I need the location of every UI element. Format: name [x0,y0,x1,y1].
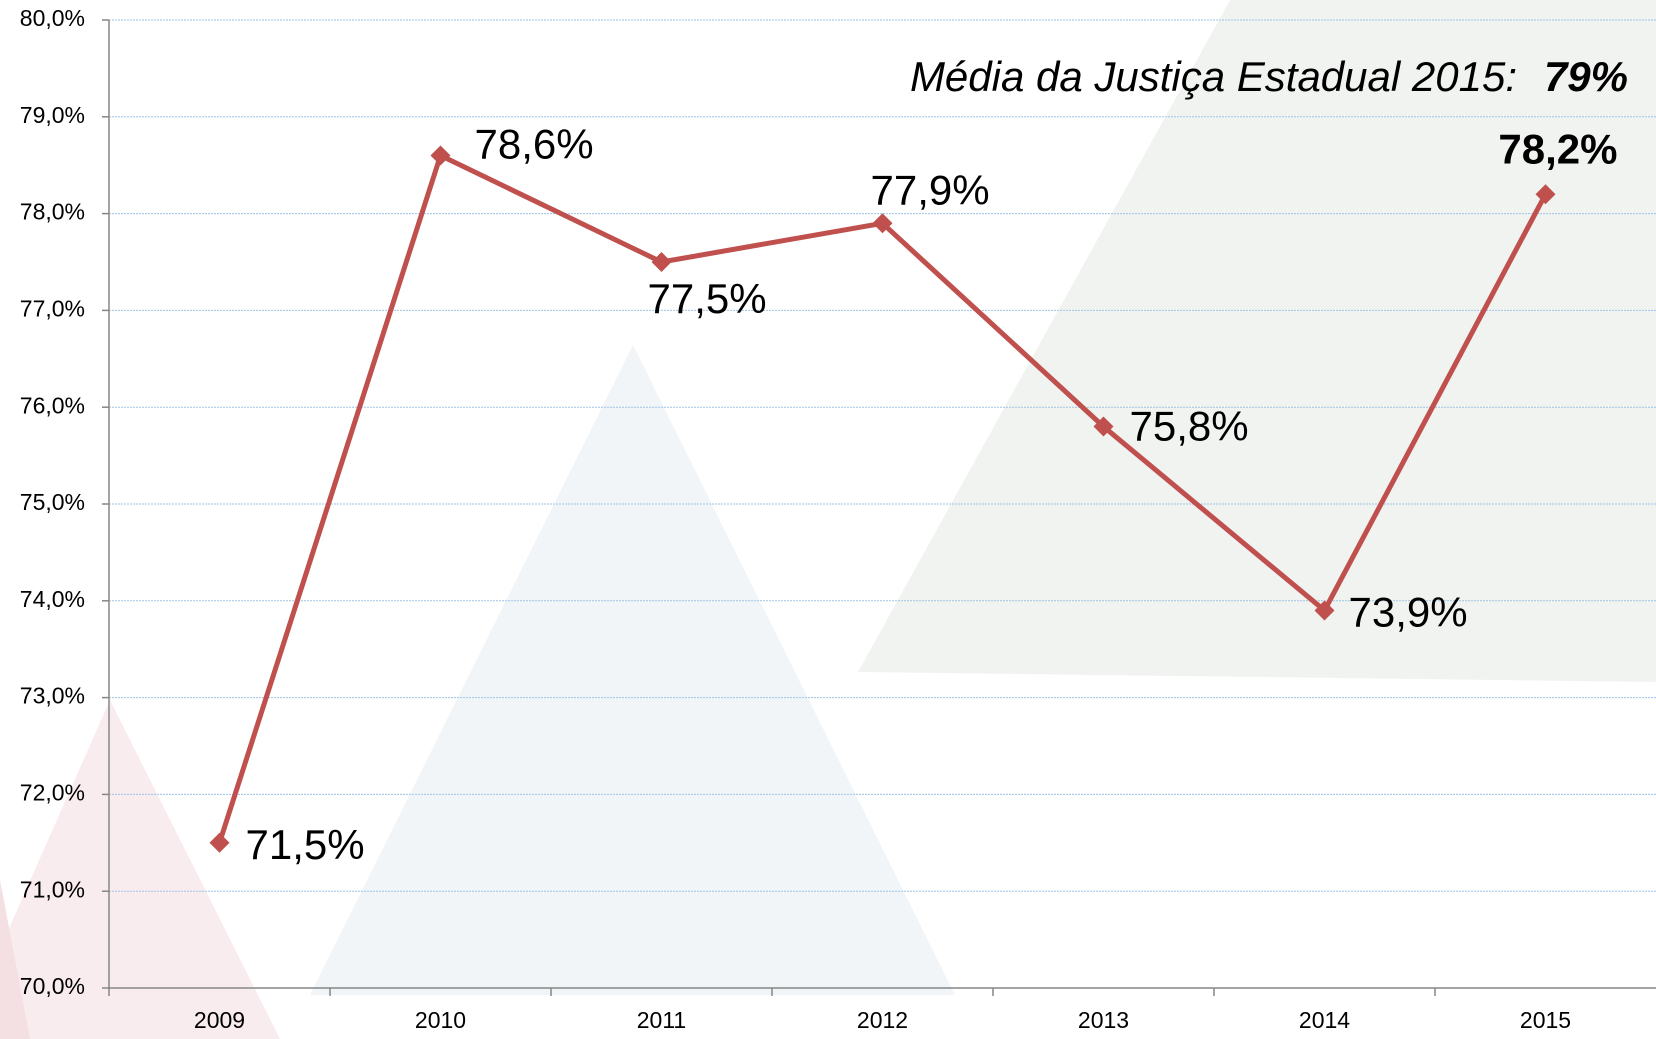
y-tick-label: 72,0% [20,779,85,805]
x-tick-label: 2012 [857,1007,908,1033]
y-tick-label: 76,0% [20,392,85,418]
x-tick-label: 2015 [1520,1007,1571,1033]
x-tick-label: 2013 [1078,1007,1129,1033]
annotation-value: 79% [1544,53,1628,100]
y-tick-label: 71,0% [20,876,85,902]
y-tick-label: 80,0% [20,5,85,31]
data-label: 75,8% [1130,403,1249,450]
point [210,833,230,853]
x-tick-label: 2009 [194,1007,245,1033]
point [652,252,672,272]
data-label: 73,9% [1349,589,1468,636]
y-tick-label: 75,0% [20,489,85,515]
data-label: 77,9% [871,166,990,213]
data-label: 77,5% [648,275,767,322]
data-label: 78,2% [1498,125,1617,172]
x-tick-label: 2014 [1299,1007,1350,1033]
y-tick-label: 73,0% [20,683,85,709]
y-tick-label: 77,0% [20,295,85,321]
y-tick-label: 74,0% [20,586,85,612]
data-label: 71,5% [246,821,365,868]
y-tick-label: 78,0% [20,199,85,225]
y-tick-label: 79,0% [20,102,85,128]
background-decoration [0,0,1656,1039]
chart: Média da Justiça Estadual 2015: 79% 70,0… [0,0,1656,1039]
data-label: 78,6% [475,121,594,168]
point [431,146,451,166]
x-tick-label: 2010 [415,1007,466,1033]
annotation-text: Média da Justiça Estadual 2015: [910,53,1517,100]
x-tick-label: 2011 [637,1007,686,1033]
y-tick-label: 70,0% [20,973,85,999]
